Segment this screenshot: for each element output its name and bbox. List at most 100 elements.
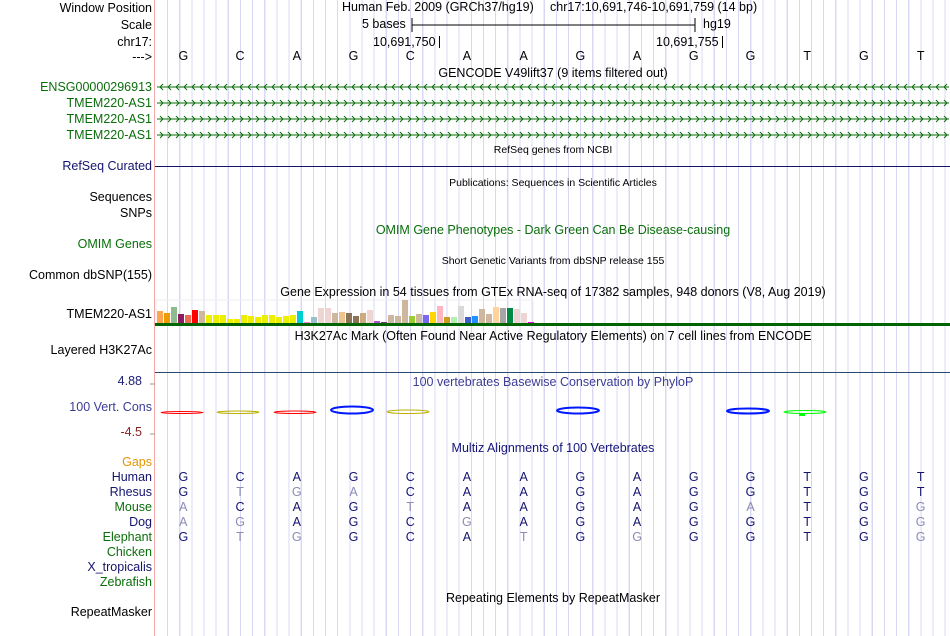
position-text: chr17:10,691,746-10,691,759 (14 bp) bbox=[550, 0, 758, 14]
species-label[interactable]: Rhesus bbox=[109, 485, 152, 499]
gtex-bar bbox=[479, 309, 485, 323]
strand-arrow bbox=[783, 115, 788, 123]
strand-arrow bbox=[391, 83, 396, 91]
strand-arrow bbox=[471, 131, 476, 139]
publications-title[interactable]: Publications: Sequences in Scientific Ar… bbox=[449, 177, 657, 189]
gencode-item-label[interactable]: TMEM220-AS1 bbox=[66, 96, 152, 110]
strand-arrow bbox=[679, 131, 684, 139]
strand-arrow bbox=[343, 115, 348, 123]
strand-arrow bbox=[295, 83, 300, 91]
repeatmasker-title[interactable]: Repeating Elements by RepeatMasker bbox=[445, 591, 660, 605]
strand-arrow bbox=[735, 99, 740, 107]
strand-arrow bbox=[767, 83, 772, 91]
sequence-base: C bbox=[235, 49, 245, 63]
dbsnp-title[interactable]: Short Genetic Variants from dbSNP releas… bbox=[441, 255, 665, 267]
alignment-base: T bbox=[519, 530, 528, 544]
phylop-base-logo bbox=[386, 409, 430, 414]
omim-label[interactable]: OMIM Genes bbox=[77, 237, 152, 251]
publications-label-snps[interactable]: SNPs bbox=[120, 206, 152, 220]
species-label[interactable]: Chicken bbox=[106, 545, 152, 559]
strand-arrow bbox=[311, 115, 316, 123]
gtex-bar bbox=[402, 300, 408, 323]
h3k27ac-title[interactable]: H3K27Ac Mark (Often Found Near Active Re… bbox=[294, 329, 812, 343]
strand-arrow bbox=[903, 99, 908, 107]
strand-arrow bbox=[479, 115, 484, 123]
strand-arrow bbox=[463, 99, 468, 107]
species-label[interactable]: Human bbox=[111, 470, 152, 484]
species-label[interactable]: X_tropicalis bbox=[87, 560, 152, 574]
strand-arrow bbox=[383, 115, 388, 123]
strand-arrow bbox=[343, 131, 348, 139]
strand-arrow bbox=[319, 115, 324, 123]
strand-arrow bbox=[695, 131, 700, 139]
strand-arrow bbox=[567, 131, 572, 139]
gtex-title[interactable]: Gene Expression in 54 tissues from GTEx … bbox=[280, 285, 826, 299]
publications-label-sequences[interactable]: Sequences bbox=[89, 190, 152, 204]
strand-arrow bbox=[711, 131, 716, 139]
omim-title[interactable]: OMIM Gene Phenotypes - Dark Green Can Be… bbox=[375, 223, 731, 237]
strand-arrow bbox=[503, 99, 508, 107]
dbsnp-label[interactable]: Common dbSNP(155) bbox=[29, 268, 152, 282]
species-label[interactable]: Elephant bbox=[102, 530, 152, 544]
repeatmasker-label[interactable]: RepeatMasker bbox=[70, 605, 152, 619]
refseq-title[interactable]: RefSeq genes from NCBI bbox=[493, 144, 613, 156]
strand-arrow bbox=[871, 99, 876, 107]
alignment-base: G bbox=[348, 500, 359, 514]
gencode-title[interactable]: GENCODE V49lift37 (9 items filtered out) bbox=[438, 66, 668, 80]
strand-arrow bbox=[703, 131, 708, 139]
strand-arrow bbox=[375, 83, 380, 91]
sequence-base: G bbox=[745, 49, 756, 63]
strand-arrow bbox=[855, 131, 860, 139]
gtex-bar bbox=[213, 315, 219, 323]
strand-arrow bbox=[623, 131, 628, 139]
strand-arrow bbox=[183, 131, 188, 139]
alignment-base: A bbox=[746, 500, 755, 514]
phylop-title[interactable]: 100 vertebrates Basewise Conservation by… bbox=[412, 375, 694, 389]
strand-arrow bbox=[223, 115, 228, 123]
strand-arrow bbox=[199, 131, 204, 139]
multiz-title[interactable]: Multiz Alignments of 100 Vertebrates bbox=[451, 441, 655, 455]
gencode-item-label[interactable]: TMEM220-AS1 bbox=[66, 112, 152, 126]
strand-arrow bbox=[735, 115, 740, 123]
gtex-bar bbox=[290, 315, 296, 323]
sequence-base: G bbox=[178, 49, 189, 63]
gencode-item-label[interactable]: TMEM220-AS1 bbox=[66, 128, 152, 142]
species-label[interactable]: Dog bbox=[129, 515, 152, 529]
strand-arrow bbox=[815, 83, 820, 91]
strand-arrow bbox=[287, 83, 292, 91]
strand-arrow bbox=[775, 99, 780, 107]
gencode-item-label[interactable]: ENSG00000296913 bbox=[40, 80, 152, 94]
strand-arrow bbox=[367, 115, 372, 123]
strand-arrow bbox=[439, 131, 444, 139]
strand-arrow bbox=[407, 83, 412, 91]
strand-arrow bbox=[287, 99, 292, 107]
phylop-max: 4.88 bbox=[117, 374, 142, 388]
gtex-bar bbox=[283, 316, 289, 323]
strand-arrow bbox=[167, 99, 172, 107]
species-label[interactable]: Zebrafish bbox=[99, 575, 152, 589]
strand-arrow bbox=[543, 83, 548, 91]
strand-arrow bbox=[415, 131, 420, 139]
strand-arrow bbox=[639, 115, 644, 123]
strand-arrow bbox=[455, 115, 460, 123]
species-label[interactable]: Mouse bbox=[114, 500, 152, 514]
alignment-base: A bbox=[519, 470, 528, 484]
h3k27ac-label[interactable]: Layered H3K27Ac bbox=[50, 343, 152, 357]
strand-arrow bbox=[503, 131, 508, 139]
strand-arrow bbox=[863, 131, 868, 139]
multiz-gaps-label[interactable]: Gaps bbox=[122, 455, 152, 469]
refseq-label[interactable]: RefSeq Curated bbox=[62, 159, 152, 173]
strand-arrow bbox=[687, 83, 692, 91]
strand-arrow bbox=[335, 131, 340, 139]
strand-arrow bbox=[279, 99, 284, 107]
gtex-bar bbox=[346, 313, 352, 323]
alignment-base: A bbox=[462, 470, 472, 484]
gtex-label[interactable]: TMEM220-AS1 bbox=[66, 307, 152, 321]
strand-arrow bbox=[599, 115, 604, 123]
strand-arrow bbox=[751, 115, 756, 123]
gtex-bar bbox=[486, 314, 492, 323]
phylop-label[interactable]: 100 Vert. Cons bbox=[69, 400, 152, 414]
strand-arrow bbox=[527, 99, 532, 107]
strand-arrow bbox=[871, 83, 876, 91]
strand-arrow bbox=[423, 115, 428, 123]
